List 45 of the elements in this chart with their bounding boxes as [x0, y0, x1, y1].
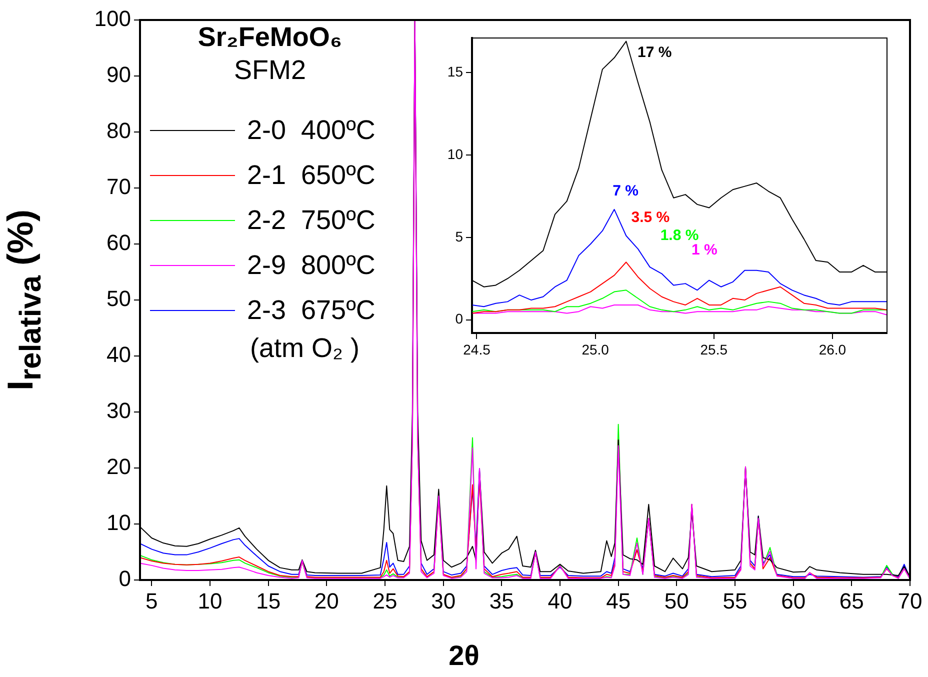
y-tick-label: 5 [455, 228, 464, 244]
x-tick-label: 45 [606, 588, 631, 614]
x-tick-label: 60 [781, 588, 806, 614]
annotation: 7 % [612, 182, 638, 200]
x-tick-label: 5 [146, 588, 158, 614]
annotation: 1 % [691, 242, 718, 259]
annotation: 17 % [638, 44, 672, 61]
x-tick-label: 55 [722, 588, 748, 614]
y-tick-label: 80 [106, 118, 131, 144]
y-tick-label: 0 [118, 566, 131, 592]
chart-title: Sr₂FeMoO₆ [196, 22, 344, 53]
legend-label: 2-3 675ºC [247, 295, 376, 326]
x-tick-label: 65 [839, 588, 864, 614]
x-tick-label: 26.0 [818, 341, 846, 358]
y-tick-label: 10 [447, 146, 464, 162]
y-tick-label: 60 [106, 230, 131, 256]
y-tick-label: 50 [106, 286, 131, 312]
y-tick-label: 10 [106, 510, 131, 536]
x-tick-label: 25.5 [700, 341, 728, 358]
legend-label: 2-0 400ºC [247, 115, 376, 146]
y-tick-label: 70 [106, 174, 131, 200]
x-axis-title: 2θ [448, 640, 480, 672]
legend-label: 2-9 800ºC [247, 250, 376, 281]
x-tick-label: 20 [314, 588, 339, 614]
x-tick-label: 15 [256, 588, 281, 614]
legend-label: 2-1 650ºC [247, 160, 376, 191]
y-tick-label: 20 [106, 454, 131, 480]
x-tick-label: 70 [898, 588, 922, 614]
x-tick-label: 35 [489, 588, 514, 614]
y-tick-label: 0 [455, 310, 464, 327]
x-tick-label: 25.0 [582, 341, 610, 358]
annotation: (atm O₂ ) [250, 333, 360, 364]
x-tick-label: 50 [664, 588, 689, 614]
y-tick-label: 30 [106, 398, 131, 424]
x-tick-label: 40 [548, 588, 572, 614]
text: SFM2 [232, 55, 307, 86]
y-tick-label: 90 [106, 62, 131, 88]
x-tick-label: 25 [372, 588, 398, 614]
annotation: 1.8 % [660, 226, 699, 244]
x-tick-label: 24.5 [463, 341, 491, 358]
legend-label: 2-2 750ºC [247, 205, 376, 236]
y-tick-label: 15 [447, 63, 464, 80]
annotation: 3.5 % [631, 209, 670, 226]
y-tick-label: 100 [94, 6, 131, 32]
x-tick-label: 10 [198, 588, 222, 614]
